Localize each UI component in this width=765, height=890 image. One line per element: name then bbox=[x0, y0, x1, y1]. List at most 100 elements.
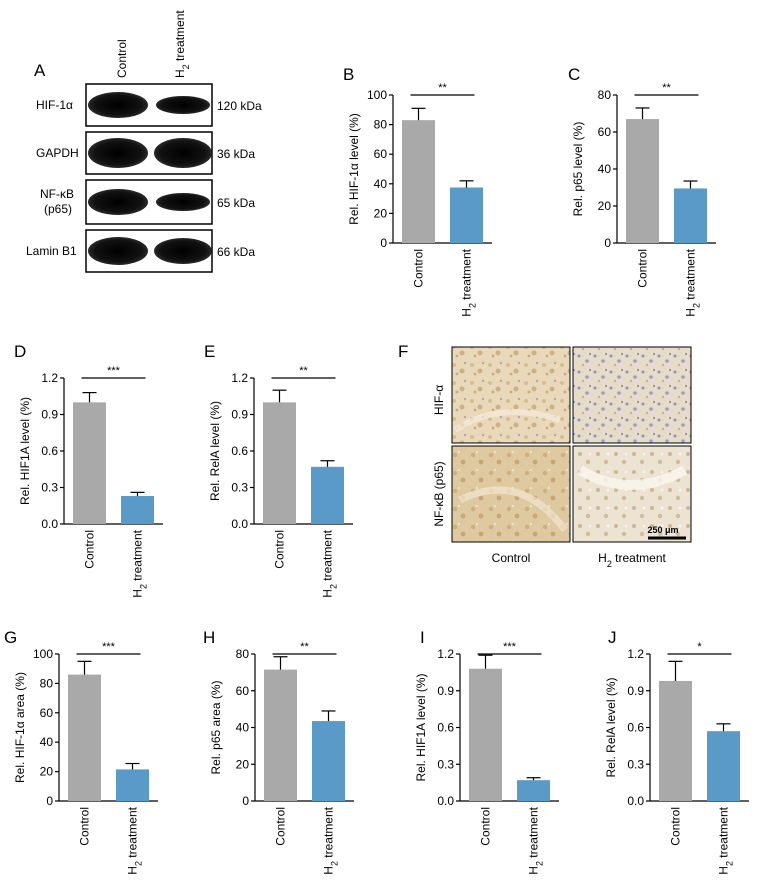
blot-kda-laminb1: 66 kDa bbox=[217, 245, 255, 259]
y-tick-label: 80 bbox=[40, 676, 54, 690]
y-tick-label: 1.2 bbox=[627, 647, 644, 661]
bar-h2-treatment bbox=[116, 769, 149, 801]
ihc-image-hif-h2 bbox=[572, 346, 692, 444]
y-tick-label: 1.2 bbox=[437, 647, 454, 661]
bar-h2-treatment bbox=[707, 731, 740, 801]
y-tick-label: 0.6 bbox=[41, 444, 58, 458]
x-category-label-control: Control bbox=[78, 807, 92, 846]
y-tick-label: 100 bbox=[33, 647, 53, 661]
y-tick-label: 60 bbox=[374, 147, 388, 161]
panel-letter-g: G bbox=[4, 628, 17, 647]
bar-control bbox=[469, 668, 502, 801]
y-tick-label: 0.3 bbox=[437, 757, 454, 771]
y-tick-label: 60 bbox=[598, 125, 612, 139]
chart-e: 0.0 0.3 0.6 0.9 1.2 Rel. RelA level (%) ** Cont… bbox=[208, 365, 353, 598]
blot-kda-gapdh: 36 kDa bbox=[217, 147, 255, 161]
y-axis-label: Rel. RelA level (%) bbox=[208, 401, 222, 501]
y-tick-label: 20 bbox=[374, 206, 388, 220]
panel-letter-a: A bbox=[34, 61, 46, 80]
x-category-label-h2-treatment: H2 treatment bbox=[527, 806, 545, 874]
significance-stars: ** bbox=[299, 365, 308, 377]
ihc-texture-streak-3 bbox=[458, 486, 568, 533]
blot-band-gapdh-h2 bbox=[154, 138, 212, 168]
blot-column-h2-treatment: H2 treatment bbox=[173, 10, 191, 78]
ihc-texture-streak-2 bbox=[577, 465, 688, 490]
x-category-label-h2-treatment: H2 treatment bbox=[322, 806, 340, 874]
chart-c: 0 20 40 60 80 Rel. p65 level (%) ** Control H2 t… bbox=[571, 82, 716, 317]
bar-control bbox=[73, 402, 106, 524]
y-tick-label: 0.0 bbox=[41, 517, 58, 531]
blot-band-hif1a-h2 bbox=[156, 96, 210, 114]
y-tick-label: 80 bbox=[236, 647, 250, 661]
blot-kda-hif1a: 120 kDa bbox=[217, 99, 262, 113]
panel-letter-c: C bbox=[568, 65, 580, 84]
significance-stars: ** bbox=[300, 641, 309, 653]
bar-h2-treatment bbox=[121, 496, 154, 524]
y-tick-label: 20 bbox=[40, 765, 54, 779]
y-tick-label: 40 bbox=[374, 177, 388, 191]
ihc-image-hif-control bbox=[451, 346, 571, 444]
chart-i: 0.0 0.3 0.6 0.9 1.2 Rel. HIF1A level (%) *** Co… bbox=[414, 641, 559, 875]
y-tick-label: 0.0 bbox=[627, 794, 644, 808]
y-tick-label: 100 bbox=[367, 88, 387, 102]
bar-h2-treatment bbox=[450, 187, 483, 243]
y-tick-label: 40 bbox=[598, 162, 612, 176]
y-tick-label: 0.3 bbox=[231, 481, 248, 495]
y-tick-label: 80 bbox=[374, 118, 388, 132]
x-category-label-control: Control bbox=[83, 530, 97, 569]
blot-row-label-hif1a: HIF-1α bbox=[36, 98, 73, 112]
y-tick-label: 0.6 bbox=[627, 721, 644, 735]
panel-letter-b: B bbox=[343, 65, 354, 84]
x-category-label-control: Control bbox=[669, 807, 683, 846]
ihc-panel: HIF-α NF-κB (p65) Control H2 treatment 2… bbox=[432, 346, 692, 569]
y-tick-label: 0.9 bbox=[41, 408, 58, 422]
y-tick-label: 0 bbox=[380, 236, 387, 250]
blot-column-control: Control bbox=[115, 39, 129, 78]
bar-h2-treatment bbox=[312, 721, 345, 801]
x-category-label-h2-treatment: H2 treatment bbox=[460, 248, 478, 316]
blot-band-nfkb-h2 bbox=[156, 193, 210, 211]
significance-stars: *** bbox=[107, 365, 121, 377]
bar-control bbox=[68, 674, 101, 801]
ihc-image-nfkb-h2 bbox=[572, 445, 692, 543]
chart-b: 0 20 40 60 80 100 Rel. HIF-1α level (%) ** Contr… bbox=[347, 82, 492, 317]
panel-letter-i: I bbox=[420, 628, 425, 647]
y-tick-label: 0.6 bbox=[437, 721, 454, 735]
y-tick-label: 40 bbox=[40, 735, 54, 749]
x-category-label-control: Control bbox=[412, 249, 426, 288]
x-category-label-control: Control bbox=[479, 807, 493, 846]
y-axis-label: Rel. HIF1A level (%) bbox=[414, 673, 428, 781]
blot-row-label-laminb1: Lamin B1 bbox=[26, 244, 77, 258]
y-tick-label: 0 bbox=[46, 794, 53, 808]
blot-row-label-gapdh: GAPDH bbox=[36, 146, 79, 160]
bar-control bbox=[659, 680, 692, 801]
y-tick-label: 0.9 bbox=[627, 684, 644, 698]
y-axis-label: Rel. HIF-1α level (%) bbox=[347, 113, 361, 225]
y-tick-label: 0.3 bbox=[627, 757, 644, 771]
blot-band-hif1a-control bbox=[88, 92, 148, 118]
ihc-col-label-h2: H2 treatment bbox=[598, 551, 666, 569]
bar-h2-treatment bbox=[311, 466, 344, 524]
panel-letter-d: D bbox=[14, 342, 26, 361]
chart-g: 0 20 40 60 80 100 Rel. HIF-1α area (%) *** Contr… bbox=[13, 641, 158, 875]
y-tick-label: 0.6 bbox=[231, 444, 248, 458]
y-tick-label: 0.9 bbox=[231, 408, 248, 422]
y-axis-label: Rel. HIF-1α area (%) bbox=[13, 672, 27, 783]
y-axis-label: Rel. RelA level (%) bbox=[604, 677, 618, 777]
significance-stars: ** bbox=[662, 82, 671, 94]
significance-stars: *** bbox=[102, 641, 116, 653]
blot-band-laminb1-h2 bbox=[154, 238, 212, 264]
panel-letter-h: H bbox=[203, 628, 215, 647]
y-tick-label: 0.0 bbox=[437, 794, 454, 808]
x-category-label-h2-treatment: H2 treatment bbox=[126, 806, 144, 874]
x-category-label-h2-treatment: H2 treatment bbox=[131, 529, 149, 597]
ihc-col-label-control: Control bbox=[492, 551, 531, 565]
y-tick-label: 80 bbox=[598, 88, 612, 102]
chart-h: 0 20 40 60 80 Rel. p65 area (%) ** Control H2 tr… bbox=[209, 641, 354, 875]
y-tick-label: 60 bbox=[236, 684, 250, 698]
y-tick-label: 40 bbox=[236, 721, 250, 735]
bar-h2-treatment bbox=[674, 188, 707, 243]
western-blot-panel: Control H2 treatment HIF-1α 120 kDa GAPD… bbox=[26, 10, 262, 273]
y-tick-label: 0.3 bbox=[41, 481, 58, 495]
y-tick-label: 0 bbox=[242, 794, 249, 808]
